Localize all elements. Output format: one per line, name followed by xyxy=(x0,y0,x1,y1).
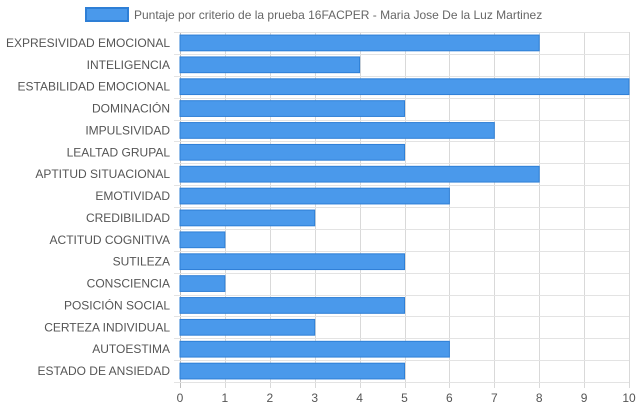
bar[interactable] xyxy=(179,231,226,249)
category-label: CREDIBILIDAD xyxy=(86,211,170,225)
bar[interactable] xyxy=(179,165,540,183)
x-axis-ticks: 0 1 2 3 4 5 6 7 8 9 10 xyxy=(177,391,636,405)
x-tick-label: 3 xyxy=(311,391,318,405)
category-label: APTITUD SITUACIONAL xyxy=(35,167,170,181)
bar[interactable] xyxy=(179,122,495,139)
category-label: ESTABILIDAD EMOCIONAL xyxy=(18,80,171,94)
category-label: EXPRESIVIDAD EMOCIONAL xyxy=(6,36,170,50)
category-label: ACTITUD COGNITIVA xyxy=(50,233,170,247)
bar[interactable] xyxy=(179,34,540,52)
category-label: CONSCIENCIA xyxy=(87,277,170,291)
category-label: INTELIGENCIA xyxy=(87,58,170,72)
bar[interactable] xyxy=(179,100,405,117)
x-tick-label: 1 xyxy=(222,391,229,405)
x-tick-label: 5 xyxy=(401,391,408,405)
legend[interactable]: Puntaje por criterio de la prueba 16FACP… xyxy=(85,7,542,22)
x-tick-label: 2 xyxy=(266,391,273,405)
category-label: DOMINACIÓN xyxy=(92,101,170,116)
bar[interactable] xyxy=(179,318,316,336)
bar[interactable] xyxy=(179,56,361,74)
legend-swatch[interactable] xyxy=(85,7,129,22)
category-labels: EXPRESIVIDAD EMOCIONAL INTELIGENCIA ESTABI… xyxy=(6,36,170,378)
x-tick-label: 10 xyxy=(622,391,636,405)
bar[interactable] xyxy=(179,275,226,292)
category-label: ESTADO DE ANSIEDAD xyxy=(38,364,171,378)
category-label: CERTEZA INDIVIDUAL xyxy=(44,320,170,334)
x-tick-label: 4 xyxy=(356,391,363,405)
bar[interactable] xyxy=(179,209,316,227)
x-tick-label: 8 xyxy=(536,391,543,405)
legend-label[interactable]: Puntaje por criterio de la prueba 16FACP… xyxy=(134,8,542,22)
category-label: AUTOESTIMA xyxy=(92,342,170,356)
bar[interactable] xyxy=(179,143,405,161)
bars xyxy=(179,34,630,380)
x-tick-label: 6 xyxy=(446,391,453,405)
x-tick-label: 9 xyxy=(581,391,588,405)
bar[interactable] xyxy=(179,362,405,380)
bar[interactable] xyxy=(179,253,405,271)
bar[interactable] xyxy=(179,78,630,96)
bar[interactable] xyxy=(179,187,450,205)
category-label: EMOTIVIDAD xyxy=(95,189,170,203)
x-tick-label: 0 xyxy=(177,391,184,405)
bar[interactable] xyxy=(179,340,450,358)
category-label: LEALTAD GRUPAL xyxy=(67,145,171,159)
x-tick-label: 7 xyxy=(491,391,498,405)
category-label: IMPULSIVIDAD xyxy=(85,123,170,137)
category-label: POSICIÓN SOCIAL xyxy=(64,297,170,312)
category-label: SUTILEZA xyxy=(113,255,170,269)
bar[interactable] xyxy=(179,297,405,314)
